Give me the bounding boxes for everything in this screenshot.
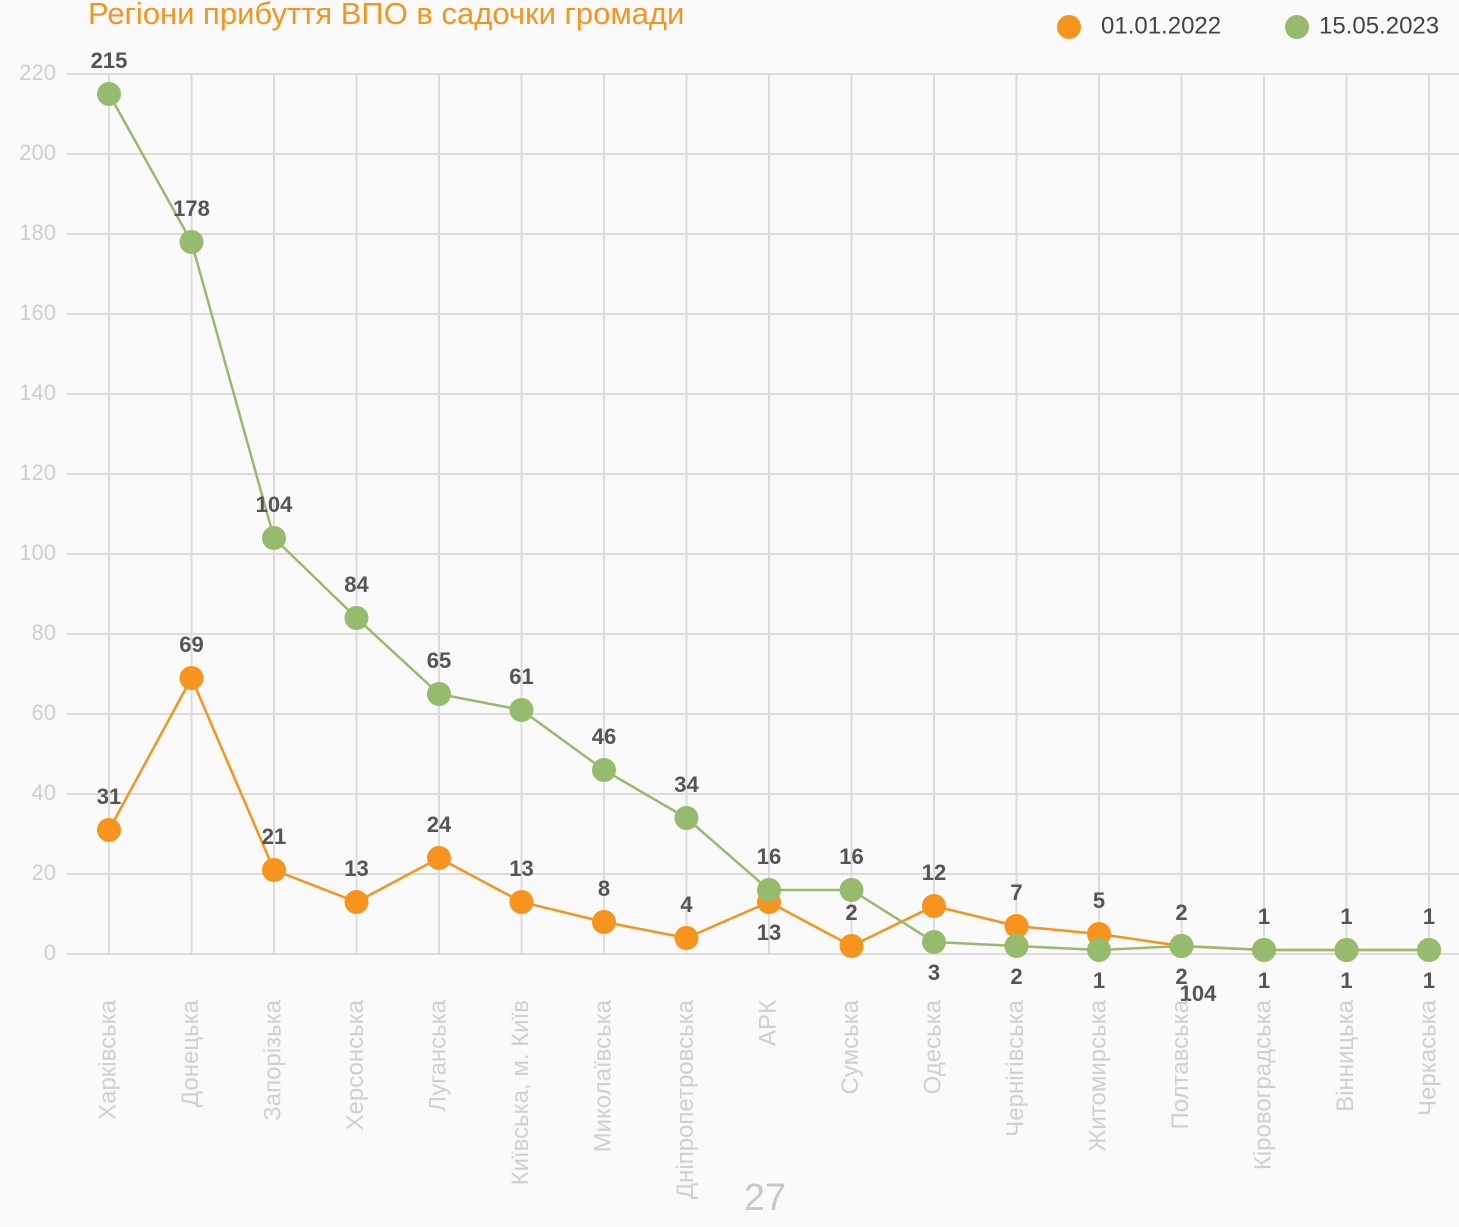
data-label: 24 [427, 812, 452, 837]
data-label: 16 [839, 844, 863, 869]
x-tick-label: Луганська [424, 999, 451, 1111]
y-tick-label: 120 [19, 460, 56, 485]
data-point [1252, 938, 1276, 962]
x-tick-label: Донецька [177, 999, 204, 1107]
legend-marker [1285, 15, 1309, 39]
data-label: 31 [97, 784, 121, 809]
y-tick-label: 0 [44, 940, 56, 965]
y-tick-label: 180 [19, 220, 56, 245]
y-tick-label: 80 [32, 620, 56, 645]
data-point [344, 606, 369, 630]
data-point [509, 890, 534, 914]
y-tick-label: 140 [19, 380, 56, 405]
data-point [179, 666, 204, 690]
data-label: 1 [1258, 968, 1270, 993]
data-label: 84 [344, 572, 369, 597]
data-label: 5 [1093, 888, 1105, 913]
data-label: 2 [1175, 900, 1187, 925]
data-label: 12 [922, 860, 946, 885]
y-tick-label: 40 [32, 780, 56, 805]
x-tick-label: АРК [754, 1000, 781, 1046]
data-point [427, 682, 451, 706]
data-label: 4 [680, 892, 693, 917]
x-tick-label: Дніпропетровська [672, 999, 699, 1199]
legend-label: 15.05.2023 [1319, 12, 1439, 39]
x-tick-label: Миколаївська [589, 999, 616, 1152]
data-label: 2 [1175, 964, 1187, 989]
x-tick-label: Одеська [919, 999, 946, 1094]
data-point [179, 230, 204, 254]
data-label: 2 [845, 900, 857, 925]
data-point [1004, 934, 1029, 958]
data-label: 215 [91, 48, 128, 73]
data-label: 69 [179, 632, 203, 657]
x-tick-label: Кіровоградська [1249, 999, 1276, 1170]
y-tick-label: 100 [19, 540, 56, 565]
data-label: 104 [256, 492, 293, 517]
data-point [262, 526, 286, 550]
data-point [757, 878, 781, 902]
x-tick-label: Київська, м. Київ [507, 1000, 534, 1185]
data-point [592, 758, 616, 782]
data-point [1004, 914, 1029, 938]
data-label: 34 [674, 772, 699, 797]
y-tick-label: 60 [32, 700, 56, 725]
data-label: 65 [427, 648, 451, 673]
x-tick-label: Херсонська [342, 999, 369, 1130]
data-label: 1 [1340, 968, 1352, 993]
data-point [1334, 938, 1359, 962]
x-tick-label: Вінницька [1332, 999, 1359, 1112]
annotation: 104 [1180, 981, 1217, 1006]
annotation: 27 [744, 1177, 786, 1219]
chart-title: Регіони прибуття ВПО в садочки громади [88, 0, 684, 31]
y-tick-label: 200 [19, 140, 56, 165]
data-label: 21 [262, 824, 286, 849]
data-label: 178 [173, 196, 210, 221]
x-tick-label: Черкаська [1414, 999, 1441, 1116]
legend-marker [1057, 15, 1081, 39]
data-point [839, 878, 864, 902]
data-label: 2 [1010, 964, 1022, 989]
data-point [509, 698, 534, 722]
y-tick-label: 220 [19, 60, 56, 85]
data-point [262, 858, 286, 882]
data-point [922, 930, 946, 954]
data-label: 1 [1423, 904, 1435, 929]
data-point [427, 846, 451, 870]
y-tick-label: 20 [32, 860, 56, 885]
x-tick-label: Харківська [94, 999, 121, 1120]
data-label: 3 [928, 960, 940, 985]
data-point [1169, 934, 1194, 958]
data-point [1417, 938, 1441, 962]
y-tick-label: 160 [19, 300, 56, 325]
data-label: 13 [509, 856, 533, 881]
x-tick-label: Запорізька [259, 999, 286, 1120]
legend-label: 01.01.2022 [1101, 12, 1221, 39]
data-point [97, 818, 121, 842]
x-tick-label: Чернігівська [1002, 999, 1029, 1136]
data-label: 61 [509, 664, 533, 689]
data-label: 1 [1093, 968, 1105, 993]
data-label: 13 [344, 856, 368, 881]
data-point [922, 894, 946, 918]
data-label: 1 [1258, 904, 1270, 929]
x-tick-label: Сумська [837, 999, 864, 1094]
data-point [592, 910, 616, 934]
data-point [839, 934, 864, 958]
data-label: 1 [1340, 904, 1352, 929]
data-label: 1 [1423, 968, 1435, 993]
data-label: 13 [757, 920, 781, 945]
data-point [674, 806, 699, 830]
data-point [97, 82, 121, 106]
data-label: 16 [757, 844, 781, 869]
data-point [674, 926, 699, 950]
x-tick-label: Житомирська [1084, 999, 1111, 1151]
x-tick-label: Полтавська [1167, 999, 1194, 1129]
data-label: 8 [598, 876, 610, 901]
data-point [344, 890, 369, 914]
data-label: 46 [592, 724, 616, 749]
data-label: 7 [1010, 880, 1022, 905]
data-point [1087, 938, 1111, 962]
